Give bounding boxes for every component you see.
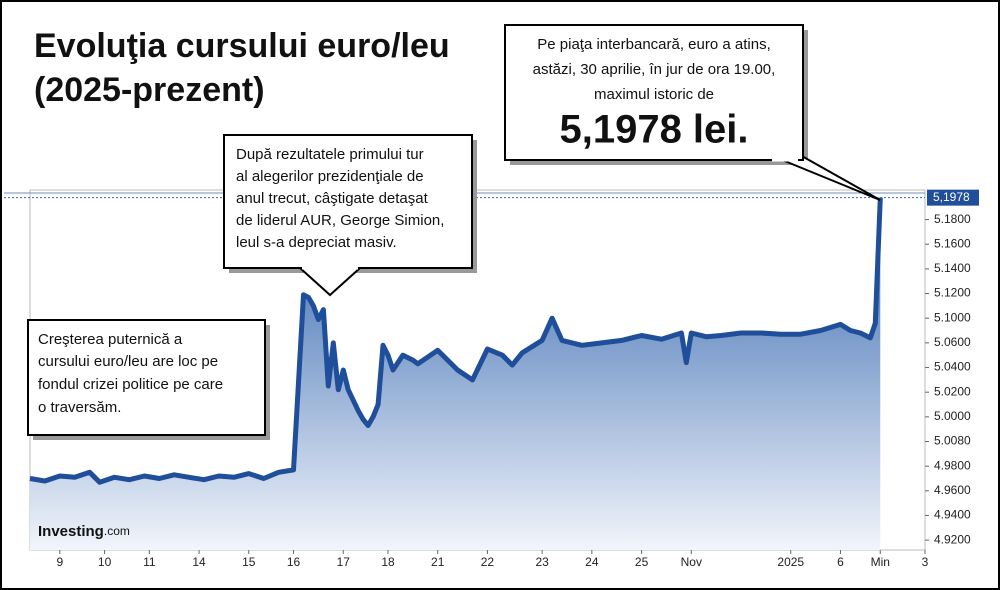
y-tick-label: 4.9400 <box>934 508 971 522</box>
last-value-label: 5,1978 <box>933 190 970 204</box>
y-tick-label: 5.0600 <box>934 335 971 349</box>
y-tick-label: 4.9600 <box>934 483 971 497</box>
x-tick-label: 25 <box>635 555 649 569</box>
annotation-line: Pe piaţa interbancară, euro a atins, <box>537 36 770 53</box>
y-tick-label: 4.9200 <box>934 532 971 546</box>
y-tick-label: 5.0000 <box>934 409 971 423</box>
x-tick-label: 22 <box>481 555 495 569</box>
annotation-line: După rezultatele primului tur <box>236 146 424 163</box>
x-tick-label: 6 <box>837 555 844 569</box>
y-tick-label: 4.9800 <box>934 458 971 472</box>
x-tick-label: Nov <box>681 555 702 569</box>
x-tick-label: 18 <box>381 555 395 569</box>
x-tick-label: 9 <box>56 555 63 569</box>
y-tick-label: 5.0200 <box>934 384 971 398</box>
y-tick-label: 5.1600 <box>934 236 971 250</box>
y-tick-label: 5.0080 <box>934 434 971 448</box>
x-tick-label: 2025 <box>777 555 804 569</box>
annotation-line: fondul crizei politice pe care <box>38 376 223 393</box>
annotation-line: al alegerilor prezidenţiale de <box>236 168 424 185</box>
annotation-highlight: 5,1978 lei. <box>559 108 748 152</box>
callout-box <box>223 134 473 269</box>
x-tick-label: 10 <box>98 555 112 569</box>
callout: Pe piaţa interbancară, euro a atins, ast… <box>504 24 881 201</box>
annotation-line: maximul istoric de <box>594 86 714 103</box>
x-tick-label: 16 <box>287 555 301 569</box>
line <box>29 197 883 485</box>
chart-subtitle: (2025-prezent) <box>34 71 265 109</box>
x-tick-label: 11 <box>143 555 156 569</box>
annotation-line: anul trecut, câştigate detaşat <box>236 190 429 207</box>
watermark: Investing.com <box>38 523 130 540</box>
annotation-line: astăzi, 30 aprilie, în jur de ora 19.00, <box>533 61 776 78</box>
x-tick-label: 17 <box>337 555 351 569</box>
callout: Creşterea puternică a cursului euro/leu … <box>27 319 270 440</box>
y-tick-label: 5.1000 <box>934 310 971 324</box>
annotation-line: leul s-a depreciat masiv. <box>236 234 397 251</box>
x-tick-label: 15 <box>242 555 256 569</box>
last-value-box <box>927 189 979 206</box>
plot-area: 4.9200 4.9400 4.9600 4.9800 5.0080 5.0000 5.02… <box>4 189 979 569</box>
callout: După rezultatele primului tur al alegeri… <box>223 134 477 297</box>
x-tick-label: 24 <box>585 555 599 569</box>
callout-box <box>27 319 266 436</box>
watermark-suffix: .com <box>104 524 130 538</box>
x-tick-label: 23 <box>535 555 549 569</box>
x-tick-label: Min <box>871 555 890 569</box>
y-tick-label: 5.1800 <box>934 212 971 226</box>
annotation-line: o traversăm. <box>38 399 121 416</box>
y-tick-label: 5.1200 <box>934 286 971 300</box>
x-tick-label: 14 <box>192 555 206 569</box>
annotation-line: Creşterea puternică a <box>38 331 183 348</box>
annotation-line: cursului euro/leu are loc pe <box>38 353 218 370</box>
watermark-brand: Investing <box>38 523 104 540</box>
callout-box <box>504 24 804 161</box>
x-tick-label: 3 <box>922 555 929 569</box>
annotation-line: de liderul AUR, George Simion, <box>236 212 444 229</box>
y-tick-label: 5.1400 <box>934 261 971 275</box>
x-tick-label: 21 <box>431 555 445 569</box>
area <box>30 197 881 550</box>
y-tick-label: 5.0400 <box>934 360 971 374</box>
chart-title: Evoluţia cursului euro/leu <box>34 27 450 65</box>
